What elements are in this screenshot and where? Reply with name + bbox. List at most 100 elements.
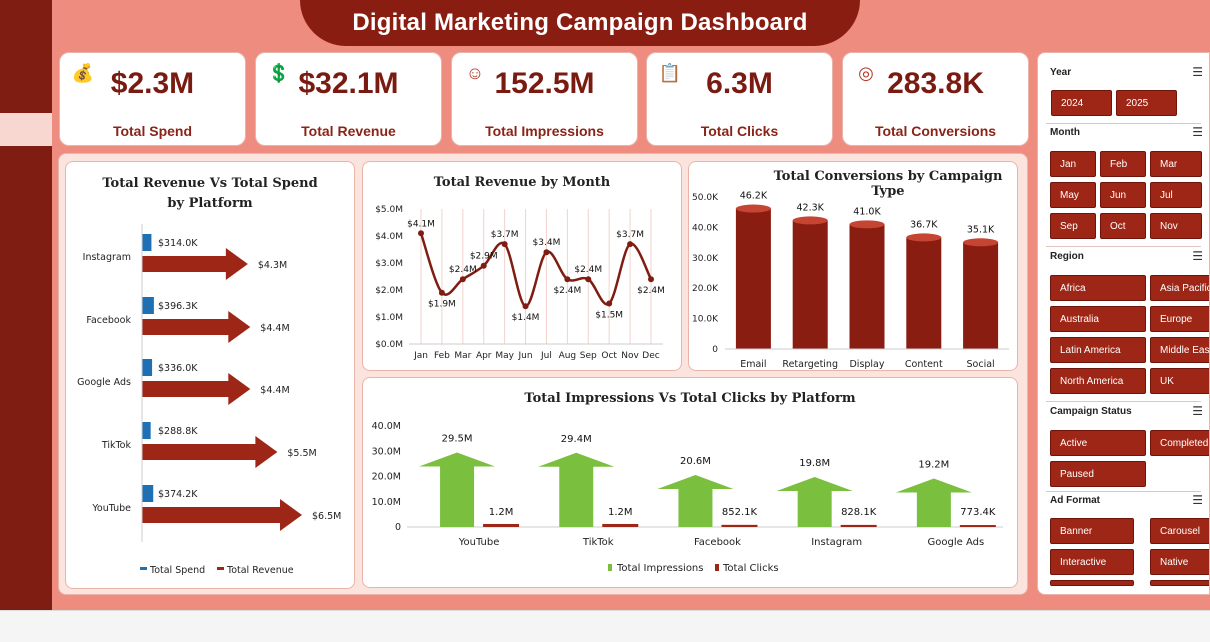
data-label: $2.4M — [449, 265, 477, 275]
y-tick-label: $0.0M — [375, 340, 403, 350]
spend-bar — [142, 359, 153, 376]
x-tick-label: Apr — [476, 351, 492, 361]
chart-conversions: 0 10.0K 20.0K 30.0K 40.0K 50.0K 46.2K Email 42.3… — [692, 191, 1009, 370]
x-tick-label: Feb — [434, 351, 450, 361]
legend-swatch-spend — [140, 567, 147, 570]
filter-option[interactable]: Middle East — [1150, 337, 1209, 363]
filter-option[interactable]: Mar — [1150, 151, 1202, 177]
revenue-label: $6.5M — [312, 511, 341, 522]
x-tick-label: Email — [740, 359, 766, 370]
title-banner: Digital Marketing Campaign Dashboard — [300, 0, 860, 46]
data-label: $2.4M — [553, 286, 581, 296]
kpi-card-total-clicks: 📋 6.3M Total Clicks — [646, 52, 833, 146]
legend-label: Total Revenue — [226, 565, 294, 576]
filter-option[interactable]: Nov — [1150, 213, 1202, 239]
y-tick-label: 0 — [395, 522, 401, 533]
left-sidebar — [0, 0, 52, 610]
money-bag-icon: 💰 — [71, 63, 95, 83]
divider — [1046, 401, 1201, 402]
y-tick-label: 10.0K — [692, 315, 719, 325]
conversion-bar — [792, 220, 828, 349]
x-tick-label: Facebook — [694, 537, 741, 548]
x-tick-label: TikTok — [582, 537, 614, 548]
spend-label: $336.0K — [158, 363, 198, 374]
filter-option[interactable]: Sep — [1050, 213, 1096, 239]
filter-option-partial[interactable] — [1050, 580, 1134, 586]
divider — [1046, 123, 1201, 124]
y-tick-label: 20.0M — [372, 472, 401, 483]
filter-option[interactable]: Latin America — [1050, 337, 1146, 363]
filter-title-month: Month — [1050, 127, 1080, 138]
chart-title: Total Revenue by Month — [433, 175, 611, 190]
filter-option[interactable]: Australia — [1050, 306, 1146, 332]
impressions-label: 19.8M — [799, 458, 830, 469]
filter-option[interactable]: 2025 — [1116, 90, 1177, 116]
kpi-label: Total Revenue — [301, 123, 396, 139]
clicks-bar — [840, 524, 877, 527]
multi-select-icon[interactable]: ☰ — [1192, 249, 1203, 263]
x-tick-label: Content — [905, 359, 943, 370]
filter-option-partial[interactable] — [1150, 580, 1209, 586]
filter-option[interactable]: 2024 — [1051, 90, 1112, 116]
x-tick-label: Nov — [621, 351, 639, 361]
filter-option[interactable]: Native — [1150, 549, 1209, 575]
y-tick-label: 20.0K — [692, 284, 719, 294]
filter-option[interactable]: Completed — [1150, 430, 1209, 456]
filter-option[interactable]: Feb — [1100, 151, 1146, 177]
x-tick-label: Retargeting — [782, 359, 838, 370]
spend-label: $314.0K — [158, 238, 198, 249]
filter-option[interactable]: Jan — [1050, 151, 1096, 177]
impressions-arrow — [657, 474, 734, 527]
multi-select-icon[interactable]: ☰ — [1192, 404, 1203, 418]
data-point — [501, 241, 508, 248]
x-tick-label: May — [495, 351, 514, 361]
kpi-card-total-revenue: 💲 $32.1M Total Revenue — [255, 52, 442, 146]
y-tick-label: $3.0M — [375, 259, 403, 269]
kpi-value: $2.3M — [110, 67, 195, 100]
x-tick-label: Oct — [601, 351, 617, 361]
y-tick-label: 30.0M — [372, 446, 401, 457]
legend-swatch-clicks — [715, 564, 719, 571]
filter-option[interactable]: Paused — [1050, 461, 1146, 487]
filter-option[interactable]: May — [1050, 182, 1096, 208]
multi-select-icon[interactable]: ☰ — [1192, 125, 1203, 139]
multi-select-icon[interactable]: ☰ — [1192, 65, 1203, 79]
filter-option[interactable]: Jul — [1150, 182, 1202, 208]
filter-option[interactable]: Jun — [1100, 182, 1146, 208]
filter-option[interactable]: Banner — [1050, 518, 1134, 544]
bar-cap — [735, 204, 771, 213]
y-tick-label: 10.0M — [372, 497, 401, 508]
y-tick-label: $4.0M — [375, 232, 403, 242]
filter-option[interactable]: Europe — [1150, 306, 1209, 332]
spend-label: $396.3K — [158, 301, 198, 312]
bar-cap — [849, 220, 885, 229]
filter-option[interactable]: Carousel — [1150, 518, 1209, 544]
filter-option[interactable]: Asia Pacific — [1150, 275, 1209, 301]
multi-select-icon[interactable]: ☰ — [1192, 493, 1203, 507]
category-label: Google Ads — [77, 377, 131, 388]
filter-title-ad-format: Ad Format — [1050, 495, 1100, 506]
data-label: $3.4M — [533, 238, 561, 248]
data-label: $3.7M — [616, 230, 644, 240]
filter-option[interactable]: North America — [1050, 368, 1146, 394]
revenue-label: $4.3M — [258, 260, 287, 271]
clicks-label: 773.4K — [960, 507, 996, 518]
data-point — [606, 300, 613, 307]
filter-option[interactable]: Interactive — [1050, 549, 1134, 575]
filter-option[interactable]: Active — [1050, 430, 1146, 456]
impressions-label: 29.4M — [561, 434, 592, 445]
y-tick-label: $1.0M — [375, 313, 403, 323]
data-label: 35.1K — [967, 224, 995, 235]
x-tick-label: Social — [967, 359, 995, 370]
filter-option[interactable]: UK — [1150, 368, 1209, 394]
chart-revenue-by-month: $0.0M $1.0M $2.0M $3.0M $4.0M $5.0M Jan Feb Mar A… — [375, 205, 665, 361]
bar-cap — [792, 216, 828, 225]
filter-option[interactable]: Oct — [1100, 213, 1146, 239]
y-tick-label: 50.0K — [692, 193, 719, 203]
sidebar-active-tab[interactable] — [0, 113, 52, 146]
filter-option[interactable]: Africa — [1050, 275, 1146, 301]
bar-cap — [963, 238, 999, 247]
clicks-label: 828.1K — [841, 507, 877, 518]
data-label: $4.1M — [407, 219, 435, 229]
kpi-label: Total Conversions — [874, 123, 997, 139]
